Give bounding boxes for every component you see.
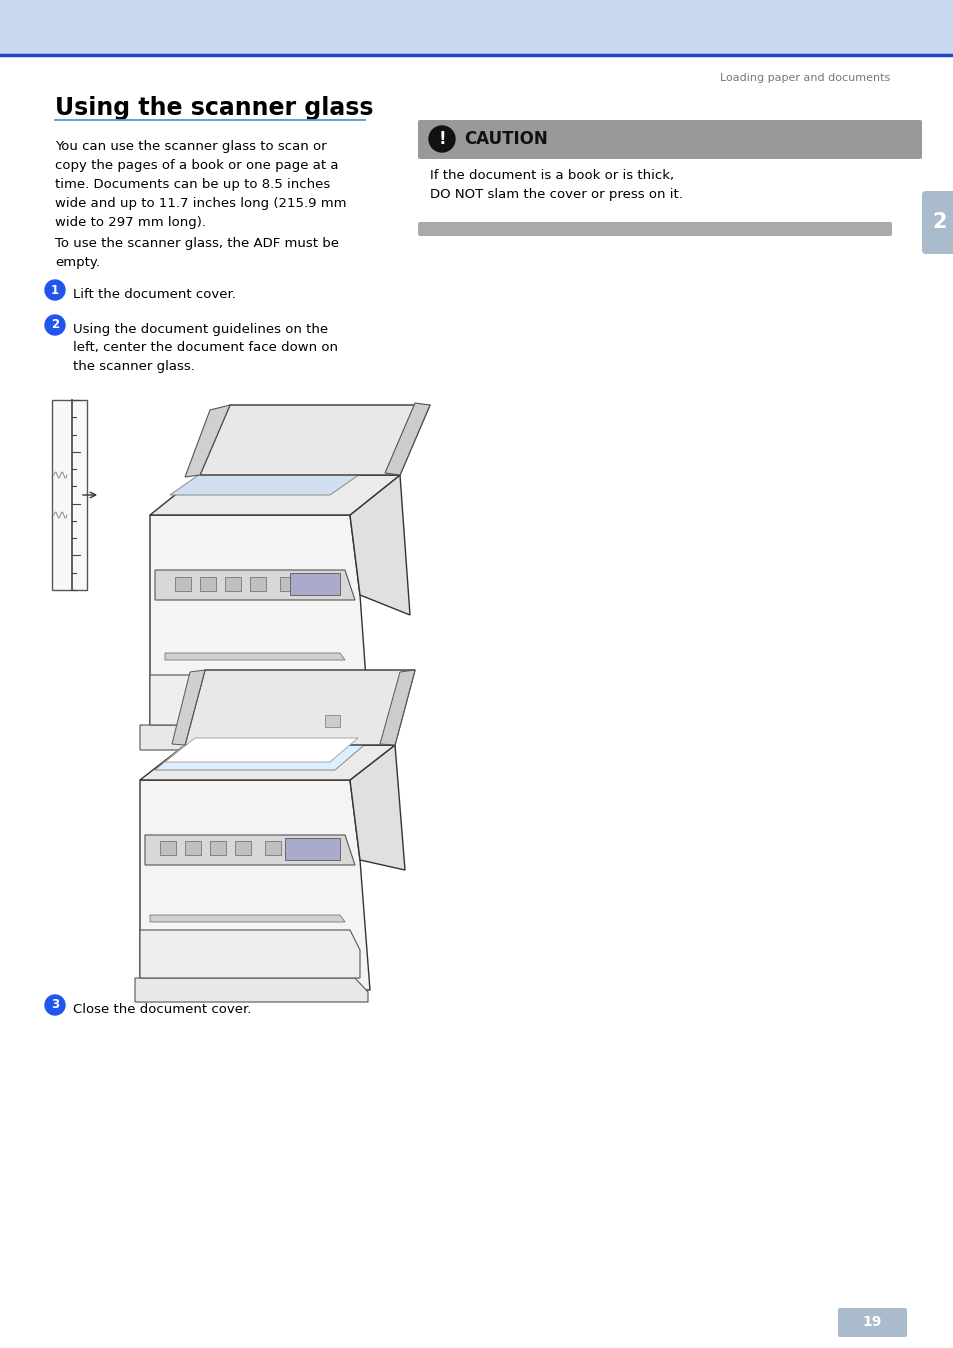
Polygon shape <box>290 573 339 594</box>
Polygon shape <box>154 570 355 600</box>
Text: 2: 2 <box>51 318 59 332</box>
Polygon shape <box>285 838 339 860</box>
Text: 3: 3 <box>51 999 59 1011</box>
Text: 19: 19 <box>862 1316 881 1329</box>
Polygon shape <box>145 834 355 865</box>
Polygon shape <box>172 670 205 745</box>
Text: Lift the document cover.: Lift the document cover. <box>73 288 235 301</box>
Polygon shape <box>165 652 345 661</box>
Bar <box>0 0 953 55</box>
Circle shape <box>429 125 455 152</box>
FancyBboxPatch shape <box>921 191 953 253</box>
Text: 2: 2 <box>932 212 946 232</box>
Polygon shape <box>185 841 201 855</box>
Polygon shape <box>350 474 410 615</box>
Polygon shape <box>385 403 430 474</box>
Text: !: ! <box>437 129 445 148</box>
Polygon shape <box>154 740 370 770</box>
Polygon shape <box>185 670 415 745</box>
Polygon shape <box>265 841 281 855</box>
Polygon shape <box>234 841 251 855</box>
Polygon shape <box>350 745 405 869</box>
Polygon shape <box>250 577 266 590</box>
Text: 1: 1 <box>51 283 59 297</box>
Bar <box>52 400 87 590</box>
Text: You can use the scanner glass to scan or
copy the pages of a book or one page at: You can use the scanner glass to scan or… <box>55 140 346 229</box>
Polygon shape <box>165 737 357 762</box>
Polygon shape <box>200 577 215 590</box>
Text: Close the document cover.: Close the document cover. <box>73 1003 251 1016</box>
Polygon shape <box>140 930 359 979</box>
Text: Loading paper and documents: Loading paper and documents <box>720 73 889 84</box>
FancyBboxPatch shape <box>837 1308 906 1337</box>
FancyBboxPatch shape <box>417 120 921 159</box>
Text: CAUTION: CAUTION <box>463 129 547 148</box>
Polygon shape <box>379 670 415 745</box>
Polygon shape <box>210 841 226 855</box>
Circle shape <box>431 128 453 150</box>
Polygon shape <box>225 577 241 590</box>
Polygon shape <box>185 404 230 477</box>
Text: To use the scanner glass, the ADF must be
empty.: To use the scanner glass, the ADF must b… <box>55 237 338 270</box>
Polygon shape <box>280 577 295 590</box>
Circle shape <box>45 315 65 336</box>
Text: Using the scanner glass: Using the scanner glass <box>55 96 374 120</box>
Polygon shape <box>150 515 370 735</box>
Polygon shape <box>140 725 370 749</box>
Polygon shape <box>170 466 370 495</box>
Circle shape <box>45 995 65 1015</box>
Polygon shape <box>325 714 339 727</box>
Polygon shape <box>160 841 175 855</box>
Text: Using the document guidelines on the
left, center the document face down on
the : Using the document guidelines on the lef… <box>73 324 337 373</box>
Polygon shape <box>150 474 399 515</box>
Polygon shape <box>200 404 430 474</box>
Polygon shape <box>150 915 345 922</box>
FancyBboxPatch shape <box>417 222 891 236</box>
Polygon shape <box>150 675 359 725</box>
Polygon shape <box>140 780 370 989</box>
Polygon shape <box>140 745 395 780</box>
Text: If the document is a book or is thick,
DO NOT slam the cover or press on it.: If the document is a book or is thick, D… <box>430 168 682 201</box>
Polygon shape <box>135 979 368 1002</box>
Polygon shape <box>174 577 191 590</box>
Circle shape <box>45 280 65 301</box>
